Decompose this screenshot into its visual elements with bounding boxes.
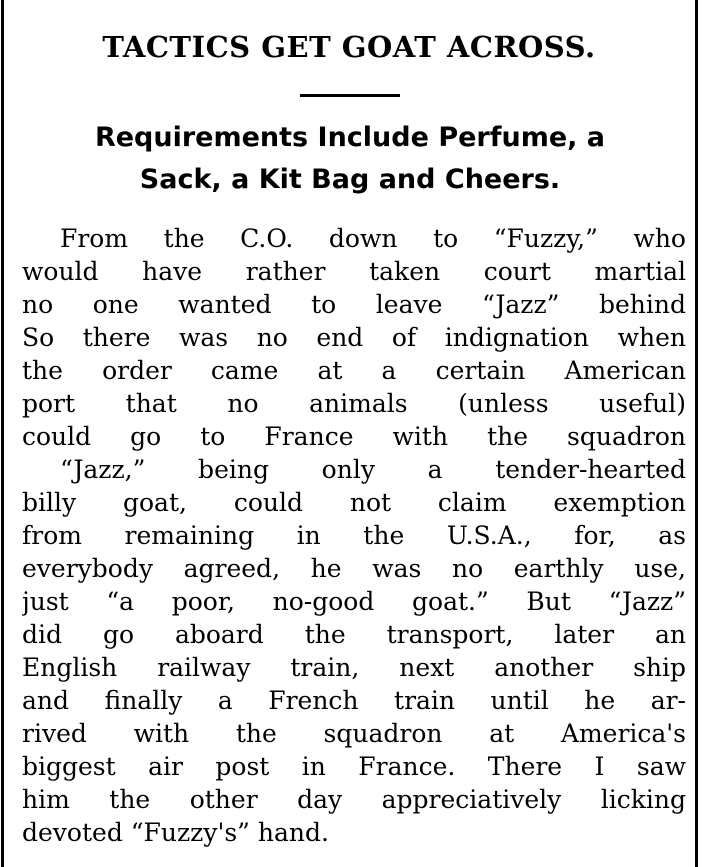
subhead-line: Requirements Include Perfume, a xyxy=(94,122,606,153)
body-line: everybody agreed, he was no earthly use, xyxy=(22,554,686,583)
body-line: would have rather taken court martial xyxy=(22,257,686,286)
body-line: biggest air post in France. There I saw xyxy=(22,752,686,781)
headline-divider xyxy=(300,94,400,97)
headline: TACTICS GET GOAT ACROSS. xyxy=(102,30,596,64)
column-border-left xyxy=(1,0,4,867)
article-body: From the C.O. down to “Fuzzy,” who would … xyxy=(22,222,686,849)
body-line: devoted “Fuzzy's” hand. xyxy=(22,818,329,847)
body-line: no one wanted to leave “Jazz” behind xyxy=(22,290,686,319)
body-line: “Jazz,” being only a tender-hearted xyxy=(60,455,686,484)
body-line: could go to France with the squadron xyxy=(22,422,686,451)
column-border-right xyxy=(695,0,698,867)
body-line: port that no animals (unless useful) xyxy=(22,389,686,418)
body-line: From the C.O. down to “Fuzzy,” who xyxy=(60,224,686,253)
body-line: rived with the squadron at America's xyxy=(22,719,686,748)
body-line: from remaining in the U.S.A., for, as xyxy=(22,521,686,550)
body-line: So there was no end of indignation when xyxy=(22,323,686,352)
body-line: did go aboard the transport, later an xyxy=(22,620,686,649)
body-line: the order came at a certain American xyxy=(22,356,686,385)
body-line: him the other day appreciatively licking xyxy=(22,785,686,814)
body-line: and finally a French train until he ar- xyxy=(22,686,686,715)
body-line: English railway train, next another ship xyxy=(22,653,686,682)
body-line: billy goat, could not claim exemption xyxy=(22,488,686,517)
subhead-line: Sack, a Kit Bag and Cheers. xyxy=(139,164,561,195)
body-line: just “a poor, no-good goat.” But “Jazz” xyxy=(22,587,686,616)
